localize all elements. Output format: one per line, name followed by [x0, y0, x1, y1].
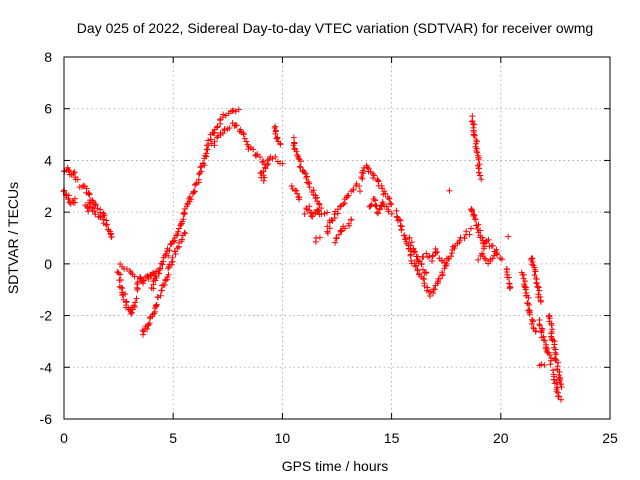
y-tick-label: 2: [44, 204, 52, 220]
data-point-plus: [132, 299, 138, 305]
data-point-plus: [359, 176, 365, 182]
y-axis-label: SDTVAR / TECUs: [5, 182, 21, 294]
data-point-plus: [243, 139, 249, 145]
y-tick-label: -2: [40, 308, 53, 324]
data-point-plus: [205, 147, 211, 153]
data-point-plus: [372, 202, 378, 208]
data-point-plus: [525, 300, 531, 306]
x-tick-label: 10: [275, 430, 291, 446]
data-point-plus: [530, 318, 536, 324]
data-point-plus: [538, 299, 544, 305]
data-point-plus: [116, 277, 122, 283]
data-point-plus: [324, 209, 330, 215]
data-point-plus: [303, 175, 309, 181]
data-point-plus: [322, 211, 328, 217]
data-point-plus: [165, 265, 171, 271]
data-point-plus: [260, 158, 266, 164]
data-point-plus: [505, 234, 511, 240]
y-tick-label: 0: [44, 256, 52, 272]
data-point-plus: [542, 338, 548, 344]
data-point-plus: [153, 302, 159, 308]
data-point-plus: [118, 285, 124, 291]
data-point-plus: [134, 296, 140, 302]
axis-ticks: 0 5 10 15 20 25 -6 -4 -2 0 2 4 6 8: [40, 49, 618, 446]
y-tick-label: 4: [44, 152, 52, 168]
data-point-plus: [407, 253, 413, 259]
data-point-plus: [420, 267, 426, 273]
data-point-plus: [547, 361, 553, 367]
y-tick-label: -6: [40, 411, 53, 427]
x-axis-label: GPS time / hours: [282, 458, 389, 474]
data-point-plus: [507, 285, 513, 291]
data-point-plus: [552, 350, 558, 356]
data-point-plus: [467, 231, 473, 237]
data-point-plus: [117, 284, 123, 290]
data-point-plus: [476, 170, 482, 176]
data-point-plus: [158, 287, 164, 293]
data-point-plus: [181, 230, 187, 236]
x-tick-label: 5: [169, 430, 177, 446]
data-points: [60, 106, 564, 402]
data-point-plus: [429, 254, 435, 260]
data-point-plus: [289, 183, 295, 189]
data-point-plus: [119, 292, 125, 298]
data-point-plus: [317, 235, 323, 241]
data-point-plus: [116, 270, 122, 276]
data-point-plus: [332, 211, 338, 217]
data-point-plus: [162, 282, 168, 288]
data-point-plus: [393, 208, 399, 214]
data-point-plus: [372, 196, 378, 202]
data-point-plus: [253, 153, 259, 159]
data-point-plus: [551, 377, 557, 383]
data-point-plus: [433, 250, 439, 256]
data-point-plus: [474, 149, 480, 155]
x-tick-label: 25: [602, 430, 618, 446]
data-point-plus: [474, 226, 480, 232]
x-tick-label: 0: [60, 430, 68, 446]
data-point-plus: [553, 351, 559, 357]
chart-title: Day 025 of 2022, Sidereal Day-to-day VTE…: [77, 20, 593, 36]
data-point-plus: [387, 200, 393, 206]
data-point-plus: [97, 207, 103, 213]
data-point-plus: [490, 243, 496, 249]
data-point-plus: [536, 288, 542, 294]
y-tick-label: 8: [44, 49, 52, 65]
sdtvar-chart: Day 025 of 2022, Sidereal Day-to-day VTE…: [0, 0, 640, 480]
data-point-plus: [468, 226, 474, 232]
data-point-plus: [446, 188, 452, 194]
data-point-plus: [291, 140, 297, 146]
y-tick-label: -4: [40, 359, 53, 375]
data-point-plus: [357, 188, 363, 194]
data-point-plus: [104, 221, 110, 227]
x-tick-label: 15: [384, 430, 400, 446]
data-point-plus: [477, 172, 483, 178]
x-tick-label: 20: [493, 430, 509, 446]
data-point-plus: [368, 203, 374, 209]
data-point-plus: [297, 164, 303, 170]
data-point-plus: [427, 293, 433, 299]
data-point-plus: [472, 216, 478, 222]
data-point-plus: [191, 189, 197, 195]
data-point-plus: [478, 176, 484, 182]
data-point-plus: [423, 269, 429, 275]
data-point-plus: [242, 136, 248, 142]
data-point-plus: [550, 367, 556, 373]
y-tick-label: 6: [44, 101, 52, 117]
data-point-plus: [398, 227, 404, 233]
data-point-plus: [463, 228, 469, 234]
data-point-plus: [457, 235, 463, 241]
